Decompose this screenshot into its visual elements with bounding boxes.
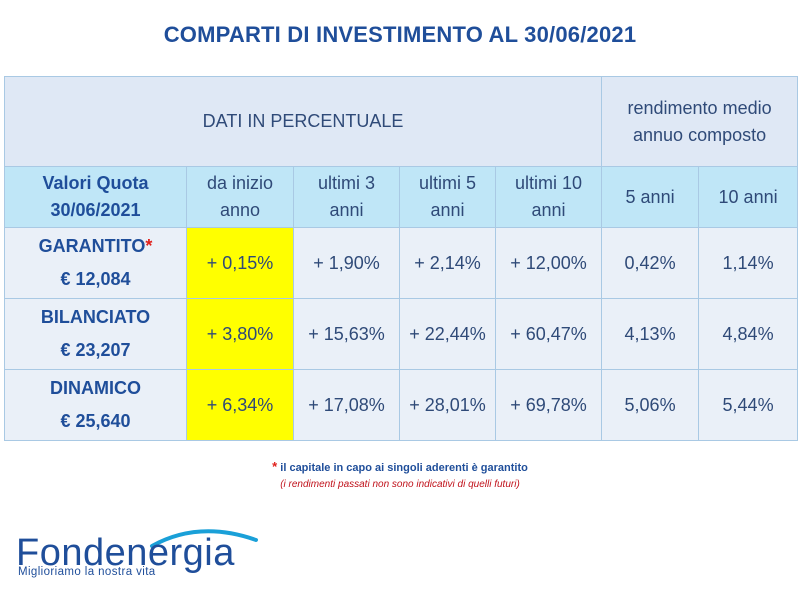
cell-3y: + 15,63% [293, 298, 400, 370]
col-header-quota-value: Valori Quota 30/06/2021 [4, 166, 187, 228]
footnotes: * il capitale in capo ai singoli aderent… [0, 459, 800, 490]
header-row-top: DATI IN PERCENTUALE rendimento medio ann… [3, 76, 799, 167]
fund-name: DINAMICO [50, 378, 141, 398]
logo-name: Fondenergia [16, 532, 235, 574]
cell-ytd: + 6,34% [186, 369, 294, 441]
cell-avg-10y: 1,14% [698, 227, 799, 299]
cell-5y: + 2,14% [399, 227, 496, 299]
guarantee-star: * [145, 236, 153, 256]
cell-10y: + 60,47% [494, 298, 603, 370]
fund-name: GARANTITO [38, 236, 146, 256]
table-row-bilanciato: BILANCIATO € 23,207 + 3,80% + 15,63% + 2… [4, 298, 799, 370]
guarantee-text: il capitale in capo ai singoli aderenti … [280, 462, 528, 474]
cell-3y: + 1,90% [293, 227, 400, 299]
cell-5y: + 28,01% [399, 369, 496, 441]
investment-table: DATI IN PERCENTUALE rendimento medio ann… [3, 76, 799, 441]
cell-10y: + 69,78% [494, 369, 603, 441]
col-header-5y: ultimi 5 anni [399, 166, 496, 228]
col-header-3y: ultimi 3 anni [293, 166, 400, 228]
col-header-avg-10y: 10 anni [698, 166, 799, 228]
fund-quota-value: € 25,640 [60, 411, 131, 431]
cell-3y: + 17,08% [293, 369, 400, 441]
logo-tagline: Miglioriamo la nostra vita [18, 566, 156, 578]
fund-name-cell: GARANTITO* € 12,084 [4, 227, 187, 299]
cell-avg-5y: 5,06% [601, 369, 700, 441]
header-average-return: rendimento medio annuo composto [601, 76, 799, 167]
header-average-return-line1: rendimento medio [627, 97, 772, 118]
header-percent-data: DATI IN PERCENTUALE [3, 76, 603, 167]
col-header-avg-5y: 5 anni [601, 166, 700, 228]
col-header-10y: ultimi 10 anni [494, 166, 603, 228]
cell-10y: + 12,00% [494, 227, 603, 299]
cell-avg-5y: 4,13% [601, 298, 700, 370]
col-header-ytd: da inizio anno [186, 166, 294, 228]
arc-swoosh-icon [150, 529, 258, 548]
cell-ytd: + 0,15% [186, 227, 294, 299]
fondenergia-logo: Fondenergia Miglioriamo la nostra vita [14, 524, 274, 584]
cell-avg-10y: 5,44% [698, 369, 799, 441]
fund-name-cell: DINAMICO € 25,640 [4, 369, 187, 441]
disclaimer-note: (i rendimenti passati non sono indicativ… [280, 479, 520, 490]
fund-name-cell: BILANCIATO € 23,207 [4, 298, 187, 370]
table-row-garantito: GARANTITO* € 12,084 + 0,15% + 1,90% + 2,… [4, 227, 799, 299]
cell-avg-10y: 4,84% [698, 298, 799, 370]
table-row-dinamico: DINAMICO € 25,640 + 6,34% + 17,08% + 28,… [4, 369, 799, 441]
cell-ytd: + 3,80% [186, 298, 294, 370]
cell-avg-5y: 0,42% [601, 227, 700, 299]
header-average-return-line2: annuo composto [633, 124, 767, 145]
note-star: * [272, 459, 278, 474]
fund-name: BILANCIATO [40, 307, 151, 327]
fund-quota-value: € 12,084 [60, 269, 131, 289]
page-title: COMPARTI DI INVESTIMENTO AL 30/06/2021 [163, 22, 637, 47]
cell-5y: + 22,44% [399, 298, 496, 370]
guarantee-note: * il capitale in capo ai singoli aderent… [0, 459, 800, 474]
fund-quota-value: € 23,207 [60, 340, 131, 360]
header-row-columns: Valori Quota 30/06/2021 da inizio anno u… [4, 166, 799, 228]
